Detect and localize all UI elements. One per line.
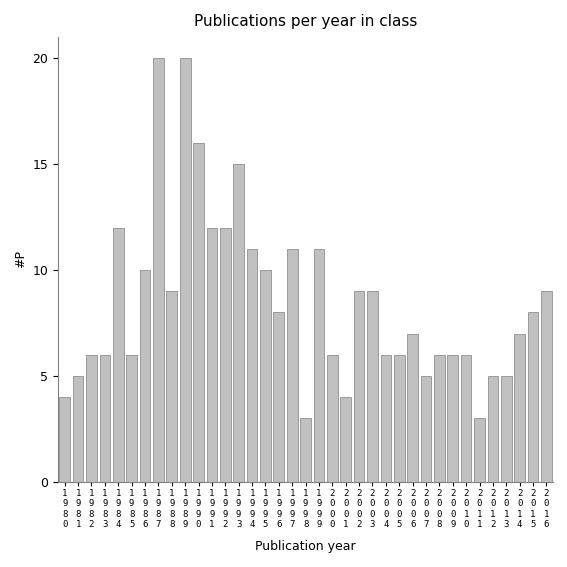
- Bar: [180, 58, 191, 482]
- Bar: [340, 397, 351, 482]
- Bar: [421, 376, 431, 482]
- Bar: [354, 291, 365, 482]
- Bar: [167, 291, 177, 482]
- Bar: [273, 312, 284, 482]
- Bar: [447, 355, 458, 482]
- Bar: [541, 291, 552, 482]
- Bar: [73, 376, 83, 482]
- Bar: [206, 228, 217, 482]
- Bar: [474, 418, 485, 482]
- X-axis label: Publication year: Publication year: [255, 540, 356, 553]
- Bar: [314, 249, 324, 482]
- Bar: [488, 376, 498, 482]
- Bar: [260, 270, 271, 482]
- Bar: [501, 376, 511, 482]
- Bar: [126, 355, 137, 482]
- Bar: [327, 355, 338, 482]
- Bar: [367, 291, 378, 482]
- Bar: [434, 355, 445, 482]
- Bar: [139, 270, 150, 482]
- Bar: [234, 164, 244, 482]
- Bar: [153, 58, 164, 482]
- Bar: [514, 333, 525, 482]
- Bar: [220, 228, 231, 482]
- Bar: [247, 249, 257, 482]
- Bar: [380, 355, 391, 482]
- Bar: [287, 249, 298, 482]
- Bar: [394, 355, 405, 482]
- Bar: [407, 333, 418, 482]
- Bar: [300, 418, 311, 482]
- Bar: [86, 355, 97, 482]
- Bar: [60, 397, 70, 482]
- Bar: [461, 355, 472, 482]
- Title: Publications per year in class: Publications per year in class: [194, 14, 417, 29]
- Bar: [193, 143, 204, 482]
- Bar: [528, 312, 539, 482]
- Y-axis label: #P: #P: [14, 251, 27, 268]
- Bar: [113, 228, 124, 482]
- Bar: [100, 355, 110, 482]
